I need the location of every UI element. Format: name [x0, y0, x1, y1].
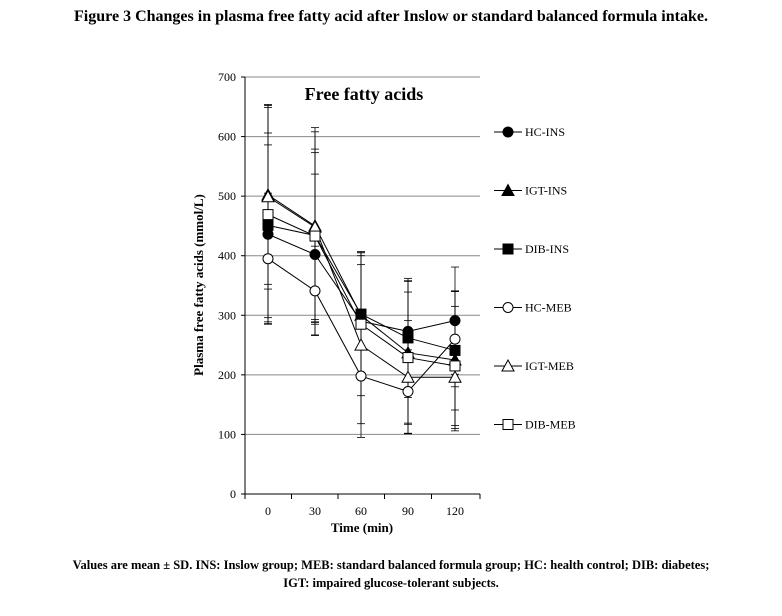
point-hc-meb: [449, 333, 461, 345]
y-axis-label: Plasma free fatty acids (mmol/L): [191, 194, 206, 376]
figure-caption: Values are mean ± SD. INS: Inslow group;…: [10, 556, 772, 592]
point-dib-meb: [355, 318, 367, 330]
caption-line-1: Values are mean ± SD. INS: Inslow group;…: [72, 558, 710, 572]
y-tick-label: 200: [218, 368, 236, 382]
point-dib-meb: [262, 209, 274, 221]
axes: [244, 77, 480, 495]
caption-line-2: IGT: impaired glucose-tolerant subjects.: [283, 576, 499, 590]
series-lines: [267, 194, 456, 393]
point-hc-ins: [449, 315, 461, 327]
point-igt-meb: [261, 189, 275, 203]
point-dib-meb: [402, 352, 414, 364]
legend: HC-INS IGT-INS DIB-INS HC-MEB IGT-MEB DIB-MEB: [494, 125, 576, 432]
y-tick-label: 700: [218, 70, 236, 84]
legend-label-hc-ins: HC-INS: [525, 125, 565, 139]
point-hc-ins: [309, 249, 321, 261]
point-hc-meb: [402, 386, 414, 398]
legend-marker-hc-ins: [502, 126, 514, 138]
chart-title: Free fatty acids: [305, 84, 424, 104]
series-markers: [261, 187, 462, 398]
x-axis-label: Time (min): [331, 520, 393, 535]
legend-label-igt-meb: IGT-MEB: [525, 359, 574, 373]
legend-marker-dib-ins: [502, 243, 514, 255]
point-hc-meb: [355, 370, 367, 382]
point-dib-meb: [309, 230, 321, 242]
point-igt-meb: [401, 370, 415, 383]
y-tick-label: 300: [218, 308, 236, 322]
x-axis-ticks: 0 30 60 90 120: [244, 494, 481, 518]
point-dib-ins: [262, 219, 274, 231]
y-tick-label: 500: [218, 189, 236, 203]
point-dib-ins: [355, 308, 367, 320]
x-tick-label: 0: [265, 504, 271, 518]
y-tick-label: 100: [218, 427, 236, 441]
point-igt-meb: [354, 338, 368, 351]
legend-label-dib-meb: DIB-MEB: [525, 418, 576, 432]
error-bars: [264, 104, 459, 438]
x-tick-label: 60: [355, 504, 367, 518]
legend-marker-hc-meb: [502, 302, 514, 313]
legend-label-hc-meb: HC-MEB: [525, 301, 572, 315]
point-igt-meb: [448, 370, 462, 383]
y-tick-label: 0: [230, 487, 236, 501]
point-hc-meb: [262, 253, 274, 265]
y-tick-label: 600: [218, 130, 236, 144]
point-dib-meb: [449, 360, 461, 372]
legend-marker-igt-meb: [501, 358, 515, 372]
legend-label-dib-ins: DIB-INS: [525, 242, 569, 256]
point-dib-ins: [449, 344, 461, 356]
x-tick-label: 90: [402, 504, 414, 518]
x-tick-label: 30: [309, 504, 321, 518]
legend-label-igt-ins: IGT-INS: [525, 184, 567, 198]
series-line-dib-ins: [267, 224, 456, 351]
point-hc-meb: [309, 285, 321, 297]
x-tick-label: 120: [446, 504, 464, 518]
point-dib-ins: [402, 332, 414, 344]
y-axis-ticks: 0 100 200 300 400 500 600 700: [218, 70, 245, 501]
figure-title: Figure 3 Changes in plasma free fatty ac…: [74, 8, 708, 25]
legend-marker-igt-ins: [501, 183, 515, 196]
y-tick-label: 400: [218, 249, 236, 263]
legend-marker-dib-meb: [502, 419, 514, 430]
